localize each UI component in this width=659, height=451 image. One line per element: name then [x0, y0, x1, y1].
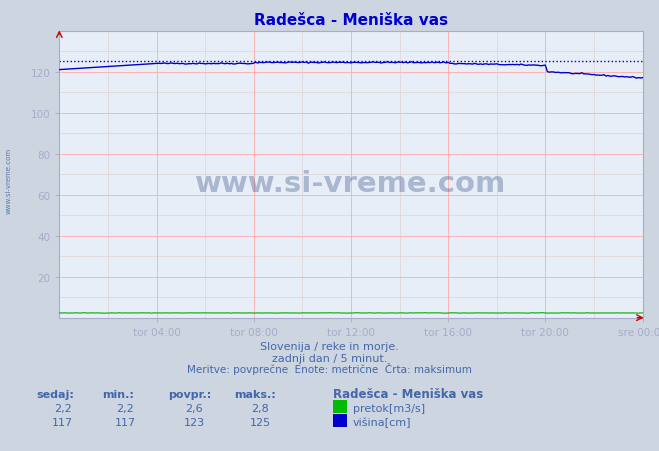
- Text: min.:: min.:: [102, 389, 134, 399]
- Text: 2,2: 2,2: [54, 403, 71, 413]
- Text: www.si-vreme.com: www.si-vreme.com: [195, 170, 507, 198]
- Text: 117: 117: [52, 417, 73, 427]
- Title: Radešca - Meniška vas: Radešca - Meniška vas: [254, 13, 448, 28]
- Text: Meritve: povprečne  Enote: metrične  Črta: maksimum: Meritve: povprečne Enote: metrične Črta:…: [187, 362, 472, 374]
- Text: Radešca - Meniška vas: Radešca - Meniška vas: [333, 387, 483, 400]
- Text: povpr.:: povpr.:: [168, 389, 212, 399]
- Text: maks.:: maks.:: [234, 389, 275, 399]
- Text: pretok[m3/s]: pretok[m3/s]: [353, 403, 424, 413]
- Text: višina[cm]: višina[cm]: [353, 416, 411, 427]
- Text: sedaj:: sedaj:: [36, 389, 74, 399]
- Text: 117: 117: [115, 417, 136, 427]
- Text: 2,8: 2,8: [252, 403, 269, 413]
- Text: 125: 125: [250, 417, 271, 427]
- Text: 2,2: 2,2: [117, 403, 134, 413]
- Text: 2,6: 2,6: [186, 403, 203, 413]
- Text: www.si-vreme.com: www.si-vreme.com: [5, 147, 12, 213]
- Text: zadnji dan / 5 minut.: zadnji dan / 5 minut.: [272, 353, 387, 363]
- Text: Slovenija / reke in morje.: Slovenija / reke in morje.: [260, 341, 399, 351]
- Text: 123: 123: [184, 417, 205, 427]
